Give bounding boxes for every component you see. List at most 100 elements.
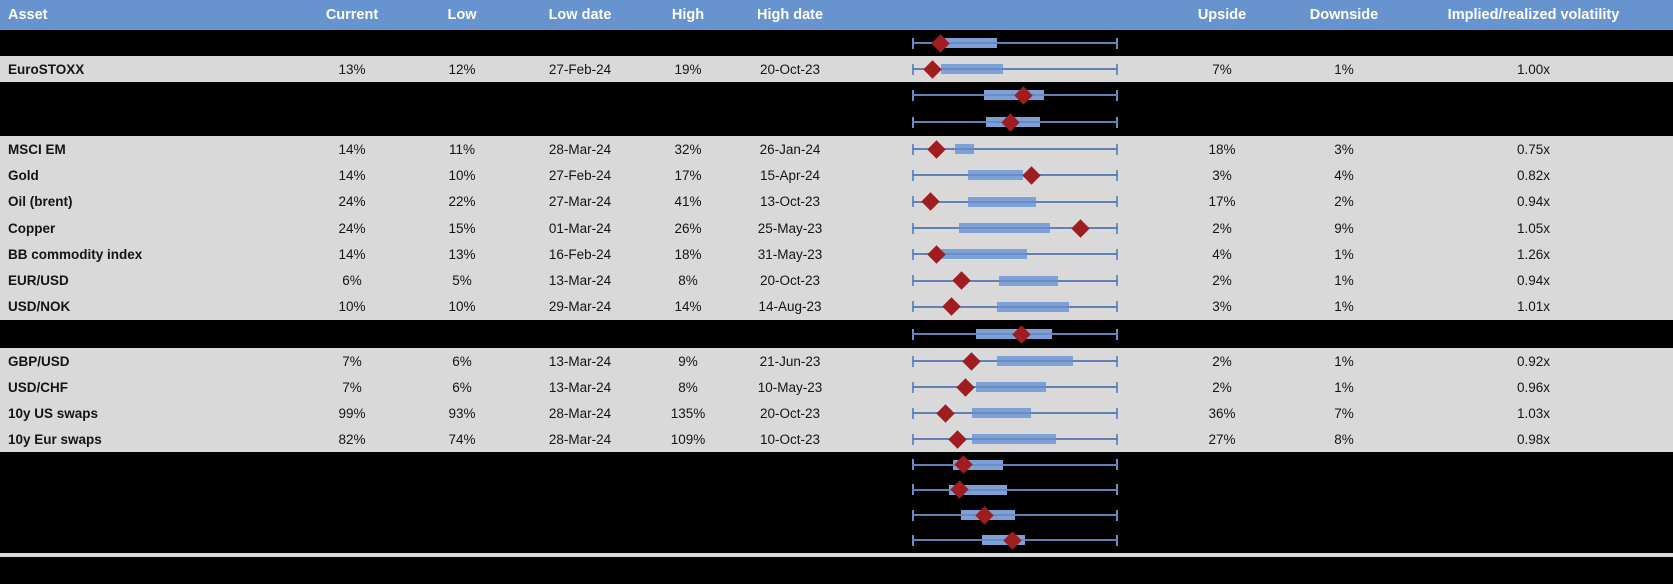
high-date-cell: 20-Oct-23 (759, 405, 821, 421)
range-boxplot-cell (844, 215, 1150, 241)
upside-cell (1150, 452, 1294, 477)
range-boxplot-cell (844, 557, 1150, 584)
table-row[interactable]: MSCI EM 14% 11% 28-Mar-24 32% 26-Jan-24 18% 3% 0… (0, 136, 1673, 163)
low-cell: 74% (448, 431, 476, 447)
table-row[interactable]: BB commodity index 14% 13% 16-Feb-24 18% 31-M… (0, 241, 1673, 268)
whisker-cap-right (1116, 407, 1118, 419)
boxplot (912, 215, 1118, 241)
whisker-cap-left (912, 89, 914, 101)
boxplot (912, 241, 1118, 267)
low-date-cell (520, 320, 640, 348)
whisker-cap-right (1116, 89, 1118, 101)
table-row[interactable]: Copper 24% 15% 01-Mar-24 26% 25-May-23 2% 9% 1.0… (0, 214, 1673, 242)
current-cell: 6% (342, 273, 362, 289)
low-cell: 5% (452, 273, 472, 289)
high-date-cell (736, 108, 844, 136)
downside-cell (1294, 452, 1394, 477)
table-row[interactable]: USD/CHF 7% 6% 13-Mar-24 8% 10-May-23 2% 1% 0.96x (0, 374, 1673, 401)
table-row[interactable]: EUR/USD 6% 5% 13-Mar-24 8% 20-Oct-23 2% 1% 0.94x (0, 267, 1673, 294)
table-body: EuroSTOXX 13% 12% 27-Feb-24 19% 20-Oct-23 7% 1%… (0, 30, 1673, 584)
range-box (996, 356, 1073, 367)
whisker-cap-left (912, 143, 914, 155)
current-diamond-marker-icon (948, 429, 967, 449)
high-cell (640, 477, 736, 502)
high-cell: 18% (674, 246, 702, 262)
low-cell (404, 557, 520, 584)
range-boxplot-cell (844, 162, 1150, 188)
low-date-cell: 13-Mar-24 (548, 379, 612, 395)
whisker-line-overlay (912, 514, 1118, 517)
high-date-cell (736, 82, 844, 108)
low-date-cell: 01-Mar-24 (548, 220, 612, 236)
high-date-cell: 21-Jun-23 (759, 353, 821, 369)
high-cell: 32% (674, 141, 702, 157)
high-cell (640, 503, 736, 528)
range-box (971, 434, 1057, 445)
spacer-row (0, 527, 1673, 554)
range-box (959, 223, 1050, 234)
whisker-cap-left (912, 196, 914, 208)
whisker-line-overlay (912, 253, 1118, 256)
downside-cell (1294, 557, 1394, 584)
range-boxplot-cell (844, 452, 1150, 477)
spacer-row (0, 502, 1673, 528)
implied-realized-cell: 0.75x (1516, 141, 1551, 157)
high-date-cell: 14-Aug-23 (758, 299, 822, 315)
implied-realized-cell: 1.26x (1516, 246, 1551, 262)
current-cell (300, 320, 404, 348)
implied-realized-cell (1394, 452, 1673, 477)
range-boxplot-cell (844, 320, 1150, 348)
upside-cell: 2% (1212, 220, 1232, 236)
whisker-cap-left (912, 37, 914, 49)
whisker-cap-right (1116, 169, 1118, 181)
asset-cell: GBP/USD (8, 353, 70, 369)
asset-cell: MSCI EM (8, 141, 66, 157)
low-date-cell: 28-Mar-24 (548, 405, 612, 421)
table-row[interactable]: USD/NOK 10% 10% 29-Mar-24 14% 14-Aug-23 3% 1% 1.… (0, 293, 1673, 321)
whisker-cap-right (1116, 328, 1118, 340)
whisker-cap-right (1116, 484, 1118, 496)
high-cell: 135% (670, 405, 706, 421)
current-cell: 82% (338, 431, 366, 447)
whisker-cap-right (1116, 37, 1118, 49)
table-row[interactable]: Oil (brent) 24% 22% 27-Mar-24 41% 13-Oct-23 17… (0, 188, 1673, 215)
range-boxplot-cell (844, 426, 1150, 452)
downside-cell: 1% (1334, 61, 1354, 77)
upside-cell (1150, 320, 1294, 348)
table-row[interactable]: EuroSTOXX 13% 12% 27-Feb-24 19% 20-Oct-23 7% 1%… (0, 56, 1673, 82)
low-date-cell: 29-Mar-24 (548, 299, 612, 315)
table-row[interactable]: Gold 14% 10% 27-Feb-24 17% 15-Apr-24 3% 4% 0.82x (0, 162, 1673, 189)
boxplot (912, 374, 1118, 400)
boxplot (912, 30, 1118, 56)
high-cell: 9% (678, 353, 698, 369)
whisker-cap-left (912, 355, 914, 367)
current-diamond-marker-icon (927, 139, 946, 159)
range-box (982, 535, 1026, 546)
upside-cell: 7% (1212, 61, 1232, 77)
current-cell: 10% (338, 299, 366, 315)
current-cell: 24% (338, 220, 366, 236)
current-cell: 14% (338, 167, 366, 183)
high-date-cell (736, 320, 844, 348)
low-date-cell (520, 452, 640, 477)
high-date-cell (736, 528, 844, 553)
current-cell (300, 557, 404, 584)
downside-cell: 7% (1334, 405, 1354, 421)
range-box (949, 484, 1007, 495)
header-asset: Asset (8, 7, 48, 23)
low-date-cell: 28-Mar-24 (548, 141, 612, 157)
table-row[interactable]: 10y US swaps 99% 93% 28-Mar-24 135% 20-Oct-23… (0, 400, 1673, 427)
range-boxplot-cell (844, 477, 1150, 502)
high-cell (640, 108, 736, 136)
table-row[interactable]: GBP/USD 7% 6% 13-Mar-24 9% 21-Jun-23 2% 1% 0.92x (0, 348, 1673, 375)
whisker-cap-left (912, 459, 914, 471)
table-row[interactable]: 10y Eur swaps 82% 74% 28-Mar-24 109% 10-Oct-2… (0, 426, 1673, 453)
downside-cell: 1% (1334, 246, 1354, 262)
asset-cell: 10y Eur swaps (8, 431, 102, 447)
low-cell (404, 503, 520, 528)
range-box (953, 459, 1003, 470)
downside-cell (1294, 477, 1394, 502)
whisker-line (912, 514, 1118, 517)
low-date-cell: 27-Mar-24 (548, 194, 612, 210)
whisker-cap-right (1116, 534, 1118, 546)
